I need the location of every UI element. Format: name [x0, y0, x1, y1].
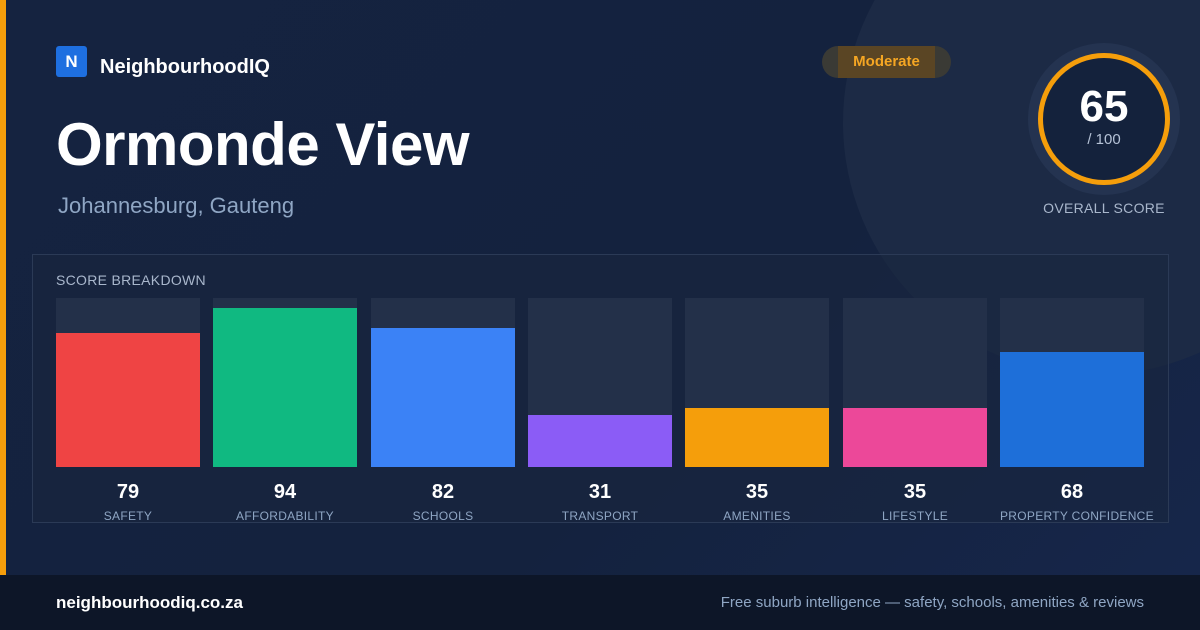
- score-bar-label: TRANSPORT: [561, 509, 639, 523]
- score-bar-fill: [213, 308, 357, 467]
- score-bar-affordability: 94 AFFORDABILITY: [213, 298, 357, 523]
- score-bar-fill: [685, 408, 829, 467]
- score-bar-value: 68: [1060, 481, 1084, 503]
- score-bar-fill: [371, 328, 515, 467]
- left-accent-bar: [0, 0, 6, 575]
- overall-score-caption: OVERALL SCORE: [1043, 200, 1165, 216]
- score-bar-label: SAFETY: [103, 509, 153, 523]
- footer: neighbourhoodiq.co.za Free suburb intell…: [0, 575, 1200, 630]
- overall-score-max: / 100: [1087, 131, 1121, 148]
- score-bar-track: [56, 298, 200, 467]
- score-bar-fill: [56, 333, 200, 467]
- score-bar-lifestyle: 35 LIFESTYLE: [843, 298, 987, 523]
- score-bar-track: [528, 298, 672, 467]
- score-bar-fill: [843, 408, 987, 467]
- suburb-title: Ormonde View: [56, 111, 470, 178]
- score-bar-value: 35: [745, 481, 769, 503]
- footer-url-link[interactable]: neighbourhoodiq.co.za: [56, 592, 243, 612]
- footer-tagline: Free suburb intelligence — safety, schoo…: [720, 594, 1144, 611]
- score-bar-label: LIFESTYLE: [881, 509, 949, 523]
- score-bar-track: [1000, 298, 1144, 467]
- brand-logo-icon: N: [56, 46, 87, 77]
- score-bar-track: [685, 298, 829, 467]
- score-bar-value: 35: [903, 481, 927, 503]
- score-bar-track: [371, 298, 515, 467]
- rating-badge-highlight: [838, 46, 935, 78]
- score-bar-label: PROPERTY CONFIDENCE: [1000, 509, 1154, 523]
- share-card: N NeighbourhoodIQ Ormonde View Johannesb…: [0, 0, 1200, 575]
- score-bar-schools: 82 SCHOOLS: [371, 298, 515, 523]
- brand-name: NeighbourhoodIQ: [100, 56, 270, 78]
- score-bar-fill: [528, 415, 672, 467]
- suburb-location: Johannesburg, Gauteng: [58, 193, 295, 218]
- score-bar-property-confidence: 68 PROPERTY CONFIDENCE: [1000, 298, 1154, 523]
- score-bar-track: [213, 298, 357, 467]
- score-bar-safety: 79 SAFETY: [56, 298, 200, 523]
- rating-badge: Moderate: [822, 46, 951, 78]
- score-bar-value: 31: [588, 481, 612, 503]
- score-bar-label: AMENITIES: [723, 509, 791, 523]
- score-bar-label: SCHOOLS: [412, 509, 474, 523]
- score-bar-amenities: 35 AMENITIES: [685, 298, 829, 523]
- brand[interactable]: N NeighbourhoodIQ: [56, 46, 270, 78]
- rating-badge-label: Moderate: [853, 53, 920, 70]
- overall-score-ring: [1038, 53, 1170, 185]
- score-bar-label: AFFORDABILITY: [236, 509, 334, 523]
- score-bar-transport: 31 TRANSPORT: [528, 298, 672, 523]
- score-breakdown-title: SCORE BREAKDOWN: [56, 272, 206, 288]
- score-bar-track: [843, 298, 987, 467]
- overall-score-value: 65: [1079, 82, 1129, 131]
- score-bar-value: 94: [273, 481, 297, 503]
- score-bar-value: 79: [116, 481, 140, 503]
- score-bar-fill: [1000, 352, 1144, 467]
- score-bar-value: 82: [431, 481, 455, 503]
